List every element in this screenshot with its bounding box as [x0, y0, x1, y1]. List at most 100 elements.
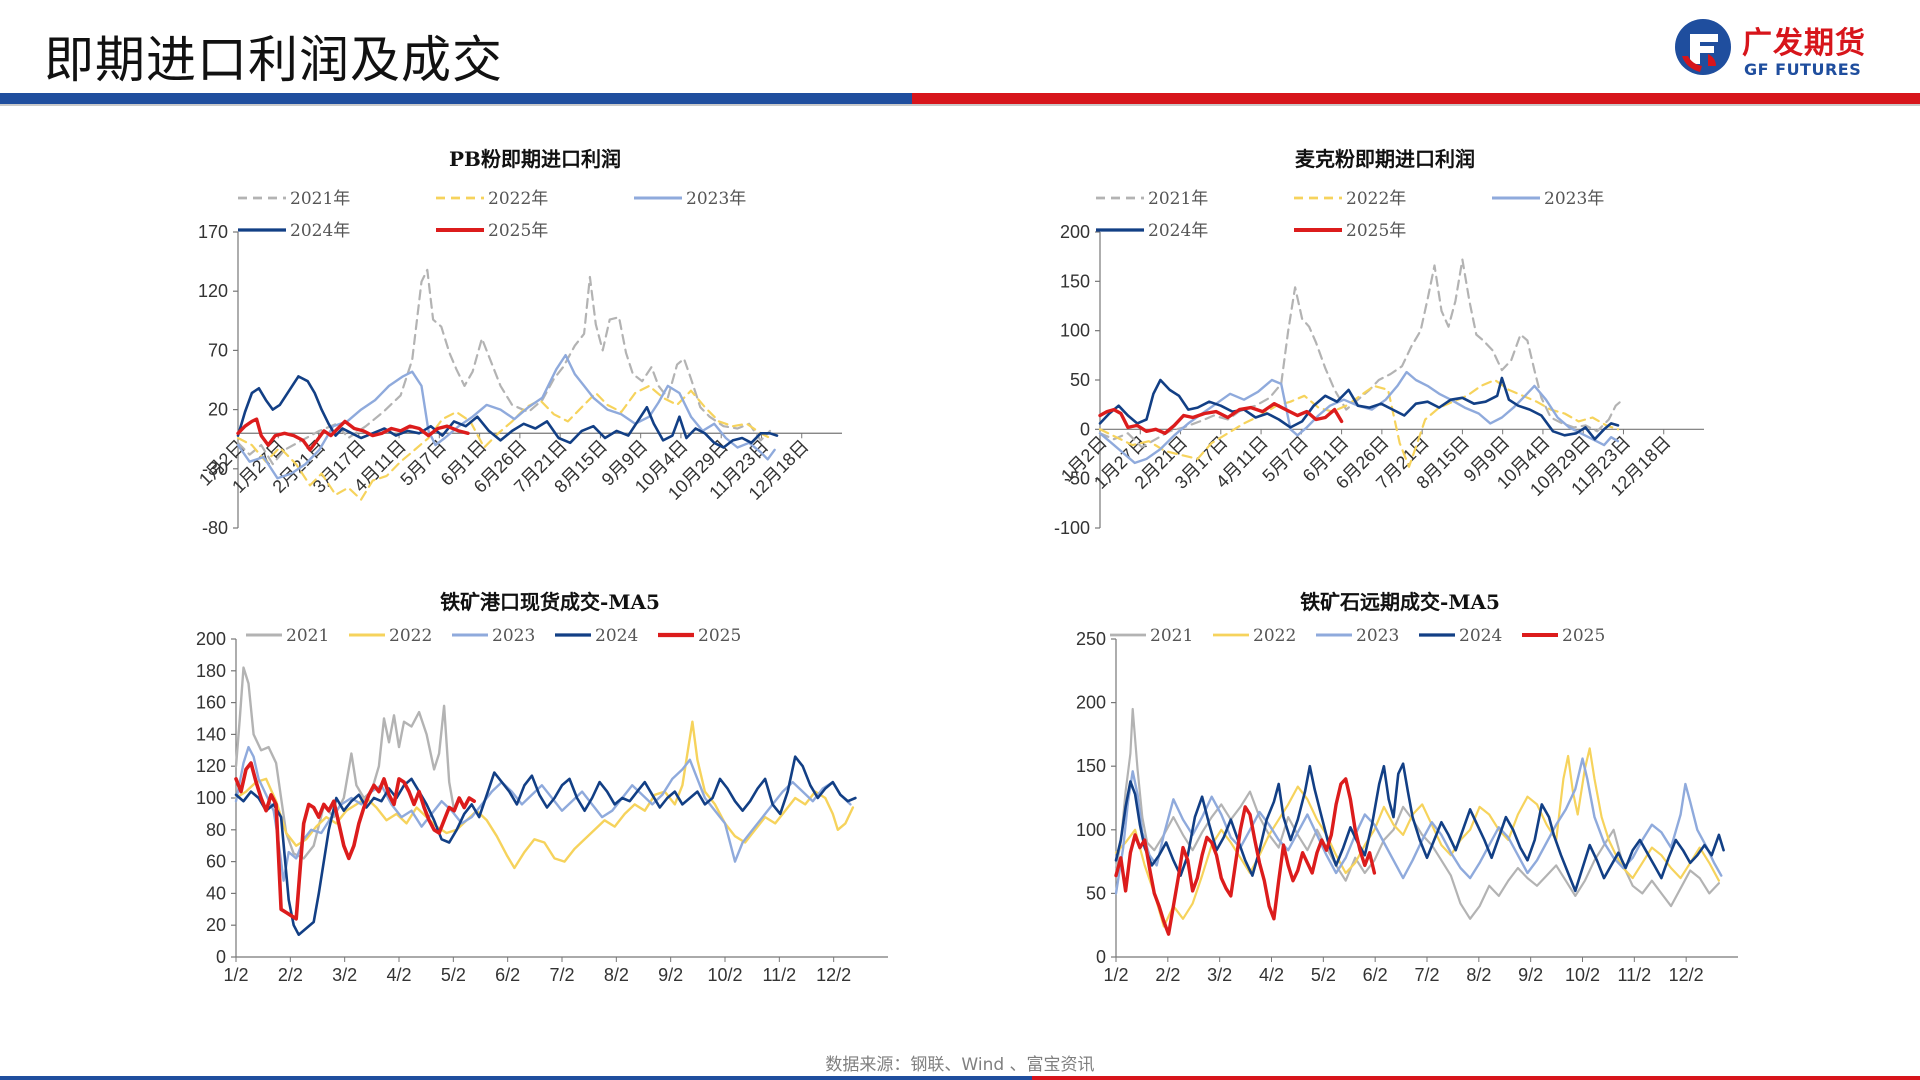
legend-label: 2025年 — [488, 221, 548, 241]
series-line-2023年 — [1098, 370, 1620, 465]
legend-label: 2024 — [1459, 626, 1502, 646]
logo-text-en: GF FUTURES — [1744, 60, 1862, 79]
series-line-2025 — [234, 761, 476, 921]
x-tick-label: 12/2 — [1669, 965, 1704, 985]
chart-mac-import-profit: 麦克粉即期进口利润 -100 -50 0 50 100 150 200 1月2日 1月27日 2月2… — [1040, 140, 1730, 540]
source-note: 数据来源：钢联、Wind 、富宝资讯 — [825, 1055, 1095, 1075]
legend-label: 2024年 — [1148, 221, 1208, 241]
y-tick-label: 20 — [208, 400, 228, 420]
port-chart-svg: 铁矿港口现货成交-MA5 0 20 40 60 80 100 120 140 160 180 200 1… — [196, 590, 888, 985]
legend-label: 2023年 — [686, 189, 746, 209]
series-line-2025 — [1114, 777, 1377, 936]
legend-label: 2025 — [698, 626, 741, 646]
chart-title: PB粉即期进口利润 — [449, 147, 621, 171]
x-tick-label: 9/2 — [1518, 965, 1543, 985]
y-tick-label: 100 — [1060, 321, 1090, 341]
header-band-blue — [0, 93, 912, 104]
legend-label: 2022年 — [1346, 189, 1406, 209]
x-tick-label: 6/2 — [495, 965, 520, 985]
x-tick-label: 5/2 — [1311, 965, 1336, 985]
series-line-2024 — [234, 755, 857, 936]
legend-label: 2025年 — [1346, 221, 1406, 241]
series-line-2024 — [1114, 762, 1725, 893]
y-tick-label: 120 — [198, 281, 228, 301]
x-tick-label: 11/2 — [1617, 965, 1651, 985]
y-tick-label: 250 — [1076, 629, 1106, 649]
chart-forward-volume: 铁矿石远期成交-MA5 0 50 100 150 200 250 1/2 2/2 3/2 4/2 5/… — [1040, 585, 1760, 995]
x-tick-label: 5/2 — [441, 965, 466, 985]
series-line-2021 — [234, 666, 456, 860]
legend-label: 2022年 — [488, 189, 548, 209]
series-line-2025年 — [1098, 402, 1344, 435]
pb-chart-svg: PB粉即期进口利润-80-3020701201701月2日1月27日2月21日3… — [195, 147, 842, 538]
fwd-chart-svg: 铁矿石远期成交-MA5 0 50 100 150 200 250 1/2 2/2 3/2 4/2 5/… — [1076, 590, 1738, 985]
y-tick-label: 70 — [208, 340, 228, 360]
y-tick-label: 50 — [1086, 883, 1106, 903]
series-line-2022 — [234, 720, 855, 870]
y-tick-label: 150 — [1060, 271, 1090, 291]
chart-port-spot-volume: 铁矿港口现货成交-MA5 0 20 40 60 80 100 120 140 160 180 200 1… — [190, 585, 910, 995]
x-tick-label: 1/2 — [1103, 965, 1128, 985]
series-line-2025年 — [236, 417, 470, 452]
legend-label: 2022 — [1253, 626, 1296, 646]
x-tick-label: 4/2 — [1259, 965, 1284, 985]
x-tick-label: 1/2 — [223, 965, 248, 985]
chart-pb-import-profit: PB粉即期进口利润 -80 -30 20 70 120 170 1月2日 1月27日 2月21日 3… — [190, 140, 880, 540]
y-tick-label: 0 — [1096, 947, 1106, 967]
y-tick-label: 150 — [1076, 756, 1106, 776]
x-tick-label: 7/2 — [549, 965, 574, 985]
series-line-2021年 — [236, 268, 772, 466]
legend-label: 2021 — [286, 626, 329, 646]
y-tick-label: 180 — [196, 661, 226, 681]
y-tick-label: 80 — [206, 820, 226, 840]
chart-title: 铁矿港口现货成交-MA5 — [440, 590, 660, 614]
x-tick-label: 12/2 — [816, 965, 851, 985]
x-tick-label: 3/2 — [332, 965, 357, 985]
y-tick-label: -100 — [1054, 518, 1090, 538]
y-tick-label: 140 — [196, 724, 226, 744]
x-tick-label: 10/2 — [707, 965, 742, 985]
x-tick-label: 10/2 — [1565, 965, 1600, 985]
footer-band-red — [1032, 1076, 1920, 1080]
y-tick-label: 200 — [1076, 693, 1106, 713]
series-line-2022年 — [1098, 378, 1620, 468]
legend-label: 2021年 — [290, 189, 350, 209]
chart-title: 麦克粉即期进口利润 — [1295, 147, 1475, 171]
x-tick-label: 7/2 — [1414, 965, 1439, 985]
legend-label: 2023 — [1356, 626, 1399, 646]
series-line-2021 — [1114, 707, 1720, 920]
header-band-divider — [0, 104, 1920, 106]
x-tick-label: 2/2 — [278, 965, 303, 985]
y-tick-label: 60 — [206, 852, 226, 872]
legend-label: 2022 — [389, 626, 432, 646]
y-tick-label: -30 — [202, 459, 228, 479]
y-tick-label: 200 — [196, 629, 226, 649]
y-tick-label: 20 — [206, 915, 226, 935]
y-tick-label: 170 — [198, 222, 228, 242]
x-tick-label: 2/2 — [1155, 965, 1180, 985]
legend-label: 2025 — [1562, 626, 1605, 646]
header-band-red — [912, 93, 1920, 104]
y-tick-label: 0 — [1080, 419, 1090, 439]
series-line-2021年 — [1098, 258, 1624, 449]
x-tick-label: 4/2 — [386, 965, 411, 985]
legend-label: 2024年 — [290, 221, 350, 241]
logo-text-cn: 广发期货 — [1742, 26, 1866, 61]
x-tick-label: 6/2 — [1363, 965, 1388, 985]
x-tick-label: 3/2 — [1207, 965, 1232, 985]
y-tick-label: 200 — [1060, 222, 1090, 242]
y-tick-label: 100 — [196, 788, 226, 808]
x-tick-label: 9/2 — [658, 965, 683, 985]
chart-title: 铁矿石远期成交-MA5 — [1300, 590, 1500, 614]
legend-label: 2021年 — [1148, 189, 1208, 209]
y-tick-label: 100 — [1076, 820, 1106, 840]
x-tick-label: 8/2 — [604, 965, 629, 985]
legend-label: 2023年 — [1544, 189, 1604, 209]
y-tick-label: 50 — [1070, 370, 1090, 390]
y-tick-label: 0 — [216, 947, 226, 967]
mk-chart-svg: 麦克粉即期进口利润-100-500501001502001月2日1月27日2月2… — [1054, 147, 1704, 538]
company-logo: 广发期货 GF FUTURES — [1672, 14, 1872, 84]
y-tick-label: -50 — [1064, 469, 1090, 489]
x-tick-label: 11/2 — [762, 965, 796, 985]
series-line-2024年 — [1098, 376, 1620, 441]
